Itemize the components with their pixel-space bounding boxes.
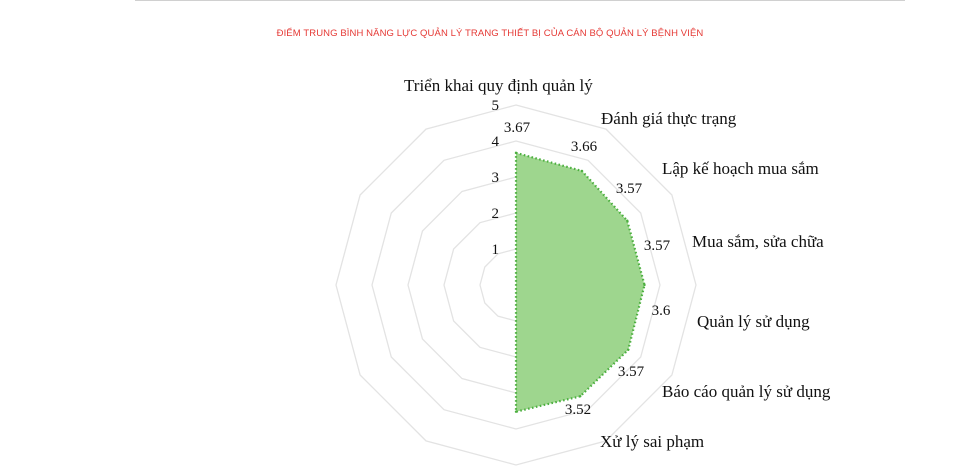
radar-labels: 1 2 3 4 53.67 3.66 3.57 3.57 3.6 3.57 3.52 Triển kh…	[404, 76, 831, 451]
category-label-4: Mua sắm, sửa chữa	[692, 232, 824, 251]
category-label-5: Quản lý sử dụng	[697, 312, 810, 331]
grid-ring-5	[335, 104, 697, 466]
data-point-1	[514, 151, 518, 155]
value-label-3: 3.57	[616, 181, 643, 197]
category-label-1: Triển khai quy định quản lý	[404, 76, 593, 95]
value-label-6: 3.57	[618, 364, 645, 380]
value-label-1: 3.67	[504, 120, 531, 136]
tick-label-1: 1	[492, 242, 500, 258]
category-label-7: Xử lý sai phạm	[600, 432, 704, 451]
tick-label-4: 4	[492, 134, 500, 150]
value-label-7: 3.52	[565, 402, 591, 418]
radar-series	[514, 151, 646, 413]
data-point-3	[626, 219, 629, 222]
data-point-7	[514, 410, 518, 413]
tick-label-3: 3	[492, 170, 500, 186]
top-divider	[135, 0, 905, 1]
category-label-3: Lập kế hoạch mua sắm	[662, 159, 819, 178]
data-point-2	[580, 169, 584, 173]
category-label-6: Báo cáo quản lý sử dụng	[662, 382, 831, 401]
data-point-5	[627, 348, 630, 351]
chart-title: ĐIỂM TRUNG BÌNH NĂNG LỰC QUẢN LÝ TRANG T…	[276, 28, 704, 39]
value-label-5: 3.6	[652, 303, 671, 319]
value-label-4: 3.57	[644, 238, 671, 254]
category-label-2: Đánh giá thực trạng	[601, 109, 737, 128]
grid-ring-4	[371, 140, 661, 430]
data-point-4	[643, 283, 646, 287]
tick-label-5: 5	[492, 98, 500, 114]
tick-label-2: 2	[492, 206, 500, 222]
data-point-6	[579, 395, 582, 398]
value-label-2: 3.66	[571, 139, 598, 155]
